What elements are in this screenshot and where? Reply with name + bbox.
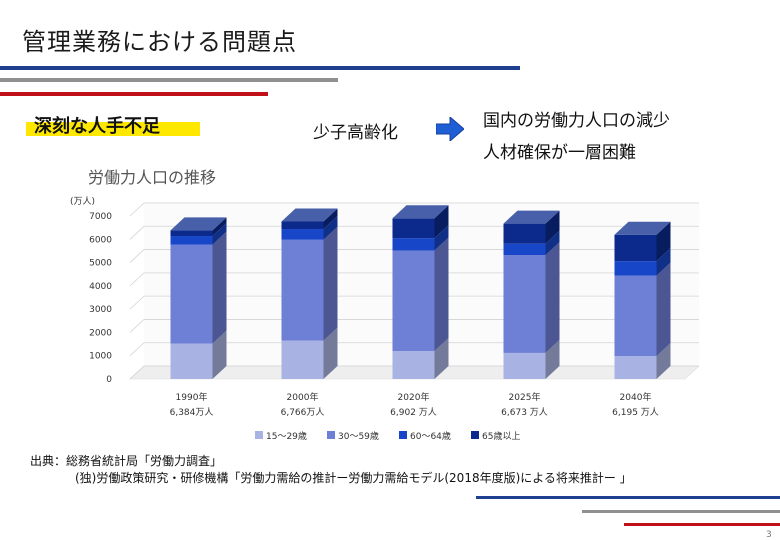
bar-segment	[614, 234, 657, 262]
y-tick-label: 5000	[89, 259, 112, 269]
x-category-label: 2040年	[620, 391, 652, 403]
bar-segment	[392, 238, 435, 251]
bar-segment	[614, 275, 657, 357]
page-number: 3	[766, 530, 772, 540]
bar-top-face	[392, 205, 449, 219]
y-tick-label: 3000	[89, 305, 112, 315]
bar-segment-side	[545, 210, 560, 244]
subheading-highlight	[26, 122, 200, 136]
x-category-label: 1990年	[176, 391, 208, 403]
bar-segment-side	[323, 226, 338, 341]
bar-segment-side	[323, 327, 338, 379]
bar-segment	[392, 250, 435, 352]
bar-segment	[170, 343, 213, 379]
bar-segment-side	[434, 225, 449, 251]
legend-swatch	[327, 431, 335, 439]
y-tick-label: 1000	[89, 352, 112, 362]
y-tick-label: 4000	[89, 282, 112, 292]
x-total-label: 6,384万人	[170, 407, 214, 418]
bar-segment	[503, 255, 546, 353]
x-category-label: 2020年	[398, 391, 430, 403]
bar-top-face	[614, 221, 671, 235]
bar-segment	[503, 352, 546, 379]
footer-line-navy	[476, 496, 780, 499]
bar-segment-side	[323, 216, 338, 240]
footer-line-gray	[582, 510, 780, 513]
legend-label: 15～29歳	[266, 430, 307, 442]
legend-label: 60～64歳	[410, 430, 451, 442]
bar-segment	[281, 221, 324, 230]
bar-segment-side	[656, 343, 671, 379]
bar-segment	[281, 229, 324, 240]
effect-text-2: 人材確保が一層困難	[483, 143, 636, 163]
y-tick-label: 7000	[89, 212, 112, 222]
labor-force-chart: (万人) 0 1000 2000 3000 4000 5000 6000 7000 1990年 6,…	[70, 196, 700, 442]
bar-segment	[170, 244, 213, 344]
bar-segment	[392, 218, 435, 239]
bar-segment-side	[545, 339, 560, 379]
arrow-right-icon	[436, 117, 464, 141]
x-total-label: 6,902 万人	[390, 407, 437, 418]
bar-top-face	[281, 208, 338, 222]
bar-segment-side	[656, 262, 671, 357]
legend-swatch	[471, 431, 479, 439]
bar-segment	[281, 340, 324, 379]
bar-segment	[170, 236, 213, 245]
bar-segment-side	[212, 231, 227, 344]
bar-segment-side	[656, 248, 671, 276]
title-underline-gray	[0, 78, 338, 82]
bar-segment-side	[545, 242, 560, 353]
x-total-label: 6,195 万人	[612, 407, 659, 418]
bar-segment	[503, 223, 546, 244]
title-underline-navy	[0, 66, 520, 70]
x-category-label: 2000年	[287, 391, 319, 403]
bar-segment-side	[545, 230, 560, 256]
cause-text: 少子高齢化	[313, 123, 398, 143]
legend-swatch	[399, 431, 407, 439]
bar-segment-side	[434, 338, 449, 379]
legend-label: 30～59歳	[338, 430, 379, 442]
page-title: 管理業務における問題点	[22, 28, 297, 56]
bar-segment-side	[434, 237, 449, 352]
bar-segment-side	[323, 208, 338, 230]
y-tick-label: 0	[106, 375, 112, 385]
footer-line-red	[624, 523, 780, 526]
legend-label: 65歳以上	[482, 430, 520, 442]
bar-top-face	[170, 217, 227, 231]
bar-segment	[281, 239, 324, 341]
bar-segment	[503, 243, 546, 256]
bar-segment-side	[212, 217, 227, 237]
subheading: 深刻な人手不足	[34, 116, 160, 137]
bar-top-face	[503, 210, 560, 224]
x-total-label: 6,766万人	[281, 407, 325, 418]
title-underline-red	[0, 92, 268, 96]
bar-segment-side	[434, 205, 449, 239]
y-axis-unit-label: (万人)	[70, 196, 95, 207]
source-line-2: (独)労働政策研究・研修機構「労働力需給の推計ー労働力需給モデル(2018年度版…	[75, 471, 632, 485]
y-tick-label: 6000	[89, 235, 112, 245]
bar-segment-side	[212, 330, 227, 379]
chart-legend: 15～29歳 30～59歳 60～64歳 65歳以上	[255, 430, 520, 442]
bar-segment	[392, 351, 435, 379]
bar-segment	[614, 356, 657, 379]
y-tick-label: 2000	[89, 328, 112, 338]
bar-segment	[614, 261, 657, 276]
legend-swatch	[255, 431, 263, 439]
bar-segment-side	[212, 223, 227, 245]
x-total-label: 6,673 万人	[501, 407, 548, 418]
bar-segment	[170, 230, 213, 237]
source-line-1: 出典：総務省統計局「労働力調査」	[30, 454, 223, 468]
effect-text-1: 国内の労働力人口の減少	[483, 111, 670, 131]
chart-title: 労働力人口の推移	[88, 168, 217, 187]
bar-segment-side	[656, 221, 671, 262]
gridline	[129, 202, 699, 217]
x-category-label: 2025年	[509, 391, 541, 403]
